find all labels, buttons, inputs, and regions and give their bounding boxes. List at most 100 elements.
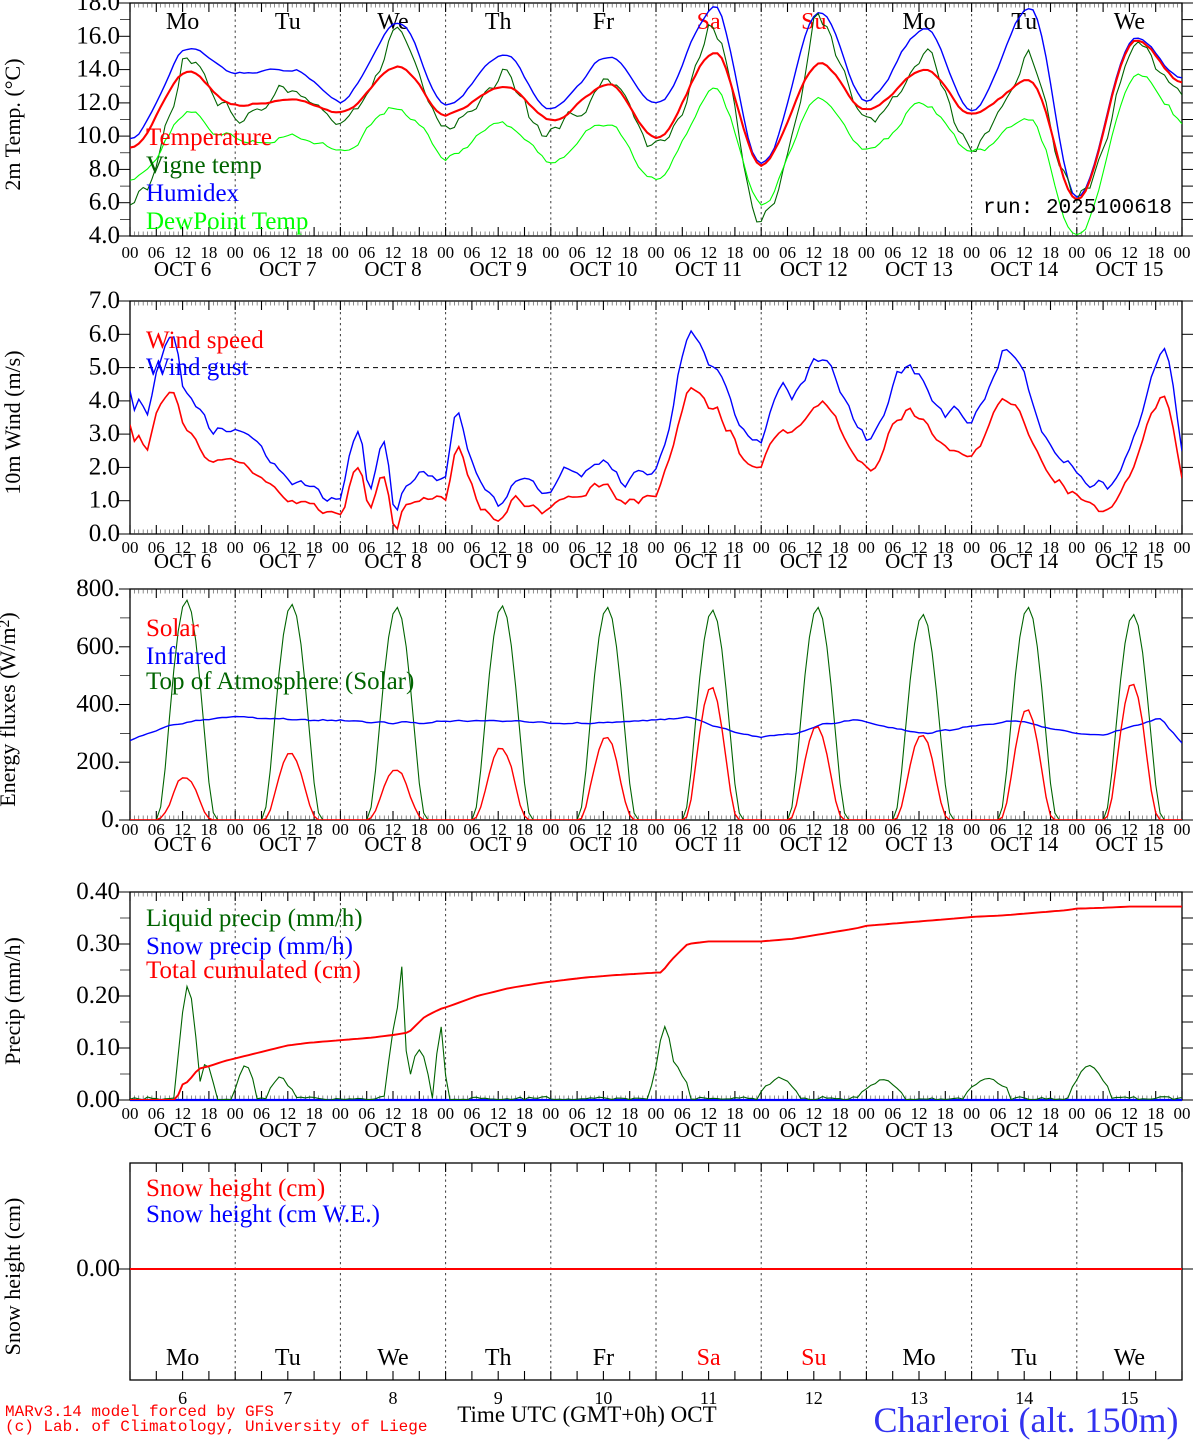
svg-text:00: 00 (332, 820, 349, 839)
svg-text:OCT 15: OCT 15 (1095, 257, 1163, 281)
svg-text:OCT 12: OCT 12 (780, 257, 848, 281)
svg-text:Fr: Fr (593, 1345, 614, 1371)
svg-text:00: 00 (753, 243, 770, 262)
svg-text:Energy fluxes (W/m2): Energy fluxes (W/m2) (0, 612, 20, 807)
svg-text:Wind gust: Wind gust (146, 354, 249, 381)
svg-text:OCT 11: OCT 11 (675, 1118, 742, 1142)
svg-text:OCT 13: OCT 13 (885, 549, 953, 573)
svg-text:3.0: 3.0 (89, 420, 120, 447)
svg-text:600.: 600. (76, 633, 120, 660)
svg-text:18.0: 18.0 (76, 0, 120, 16)
svg-text:200.: 200. (76, 748, 120, 775)
svg-text:00: 00 (1068, 243, 1085, 262)
svg-text:OCT 7: OCT 7 (259, 832, 316, 856)
svg-text:00: 00 (1174, 243, 1191, 262)
svg-text:OCT 12: OCT 12 (780, 832, 848, 856)
svg-text:14.0: 14.0 (76, 56, 120, 83)
svg-text:00: 00 (227, 243, 244, 262)
svg-text:OCT 15: OCT 15 (1095, 1118, 1163, 1142)
svg-text:00: 00 (122, 820, 139, 839)
svg-text:OCT 10: OCT 10 (569, 549, 637, 573)
svg-text:4.0: 4.0 (89, 387, 120, 414)
svg-text:We: We (1114, 9, 1145, 35)
svg-text:OCT 13: OCT 13 (885, 257, 953, 281)
svg-text:00: 00 (648, 1104, 665, 1123)
svg-text:00: 00 (227, 538, 244, 557)
svg-text:Precip (mm/h): Precip (mm/h) (0, 937, 25, 1065)
svg-text:00: 00 (542, 538, 559, 557)
svg-text:00: 00 (122, 243, 139, 262)
svg-text:Charleroi (alt. 150m): Charleroi (alt. 150m) (874, 1400, 1179, 1440)
svg-text:00: 00 (1068, 820, 1085, 839)
svg-text:Th: Th (485, 1345, 512, 1371)
svg-text:Mo: Mo (166, 1345, 199, 1371)
svg-text:12: 12 (805, 1388, 823, 1408)
svg-text:OCT 8: OCT 8 (364, 1118, 421, 1142)
svg-text:00: 00 (122, 538, 139, 557)
svg-text:OCT 7: OCT 7 (259, 549, 316, 573)
svg-text:00: 00 (963, 538, 980, 557)
svg-text:8.0: 8.0 (89, 155, 120, 182)
svg-text:OCT 10: OCT 10 (569, 1118, 637, 1142)
svg-text:Temperature: Temperature (146, 124, 272, 151)
svg-text:7: 7 (283, 1388, 292, 1408)
svg-text:00: 00 (332, 243, 349, 262)
svg-text:OCT 6: OCT 6 (154, 1118, 211, 1142)
svg-text:00: 00 (858, 820, 875, 839)
svg-text:00: 00 (1068, 538, 1085, 557)
svg-text:We: We (377, 1345, 408, 1371)
svg-text:00: 00 (437, 538, 454, 557)
svg-text:OCT 11: OCT 11 (675, 549, 742, 573)
svg-text:run: 2025100618: run: 2025100618 (983, 197, 1172, 220)
svg-text:OCT 14: OCT 14 (990, 832, 1058, 856)
svg-text:00: 00 (858, 243, 875, 262)
svg-text:OCT 14: OCT 14 (990, 549, 1058, 573)
svg-text:Su: Su (801, 1345, 826, 1371)
svg-text:0.: 0. (101, 806, 120, 833)
svg-text:00: 00 (332, 538, 349, 557)
svg-text:00: 00 (753, 538, 770, 557)
svg-text:Snow height (cm W.E.): Snow height (cm W.E.) (146, 1201, 380, 1228)
svg-text:OCT 14: OCT 14 (990, 257, 1058, 281)
svg-text:OCT 12: OCT 12 (780, 1118, 848, 1142)
svg-text:00: 00 (753, 820, 770, 839)
svg-text:Mo: Mo (902, 1345, 935, 1371)
svg-text:5.0: 5.0 (89, 354, 120, 381)
svg-text:Th: Th (485, 9, 512, 35)
svg-text:2.0: 2.0 (89, 453, 120, 480)
svg-text:2m Temp. (°C): 2m Temp. (°C) (0, 58, 25, 190)
svg-text:400.: 400. (76, 691, 120, 718)
svg-text:0.30: 0.30 (76, 930, 120, 957)
svg-text:0.0: 0.0 (89, 520, 120, 547)
svg-text:00: 00 (648, 820, 665, 839)
svg-text:OCT 13: OCT 13 (885, 832, 953, 856)
svg-text:00: 00 (542, 243, 559, 262)
svg-text:OCT 13: OCT 13 (885, 1118, 953, 1142)
svg-text:Sa: Sa (697, 1345, 721, 1371)
svg-text:0.40: 0.40 (76, 878, 120, 905)
svg-text:OCT 10: OCT 10 (569, 832, 637, 856)
svg-text:OCT 9: OCT 9 (470, 1118, 527, 1142)
svg-text:OCT 6: OCT 6 (154, 549, 211, 573)
svg-text:00: 00 (858, 1104, 875, 1123)
svg-text:OCT 15: OCT 15 (1095, 549, 1163, 573)
svg-text:00: 00 (963, 1104, 980, 1123)
svg-text:OCT 11: OCT 11 (675, 832, 742, 856)
svg-text:(c) Lab. of Climatology, Unive: (c) Lab. of Climatology, University of L… (5, 1418, 427, 1436)
svg-text:0.10: 0.10 (76, 1034, 120, 1061)
svg-text:OCT 12: OCT 12 (780, 549, 848, 573)
svg-text:10.0: 10.0 (76, 122, 120, 149)
svg-text:OCT 6: OCT 6 (154, 832, 211, 856)
svg-text:Sa: Sa (697, 9, 721, 35)
svg-text:7.0: 7.0 (89, 287, 120, 314)
svg-text:00: 00 (753, 1104, 770, 1123)
svg-text:00: 00 (227, 820, 244, 839)
svg-text:00: 00 (858, 538, 875, 557)
svg-text:00: 00 (227, 1104, 244, 1123)
svg-text:Fr: Fr (593, 9, 614, 35)
svg-text:We: We (1114, 1345, 1145, 1371)
svg-text:OCT 10: OCT 10 (569, 257, 637, 281)
svg-text:Snow precip (mm/h): Snow precip (mm/h) (146, 933, 353, 960)
svg-text:Top of Atmosphere (Solar): Top of Atmosphere (Solar) (146, 668, 414, 695)
svg-text:00: 00 (963, 820, 980, 839)
